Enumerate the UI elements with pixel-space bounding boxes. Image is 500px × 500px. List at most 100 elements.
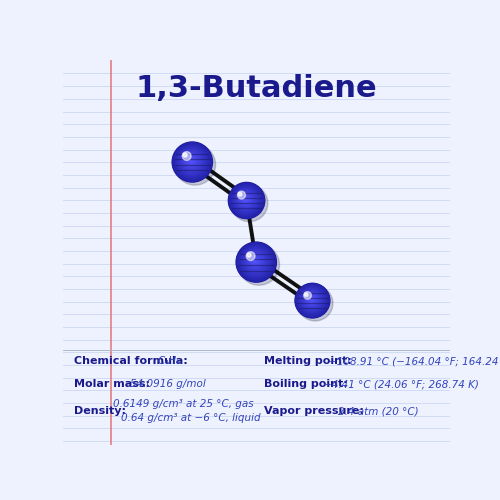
- Circle shape: [246, 252, 266, 272]
- Circle shape: [233, 187, 260, 214]
- Circle shape: [242, 196, 249, 203]
- Text: 54.0916 g/mol: 54.0916 g/mol: [130, 379, 206, 389]
- Circle shape: [298, 286, 326, 314]
- Circle shape: [306, 294, 317, 305]
- Circle shape: [306, 294, 318, 306]
- Circle shape: [184, 154, 199, 169]
- Circle shape: [300, 288, 324, 312]
- Circle shape: [253, 259, 256, 262]
- Circle shape: [174, 144, 216, 185]
- Circle shape: [254, 260, 256, 262]
- Circle shape: [238, 192, 253, 206]
- Text: Boiling point:: Boiling point:: [264, 379, 348, 389]
- Text: 1,3-Butadiene: 1,3-Butadiene: [136, 74, 377, 104]
- Circle shape: [182, 151, 202, 172]
- Circle shape: [243, 249, 268, 274]
- Circle shape: [180, 150, 203, 172]
- Circle shape: [238, 244, 280, 285]
- Circle shape: [230, 184, 262, 216]
- Circle shape: [172, 142, 212, 182]
- Text: C₄H₆: C₄H₆: [158, 356, 180, 366]
- Circle shape: [179, 149, 204, 174]
- Circle shape: [240, 246, 272, 278]
- Circle shape: [238, 191, 246, 199]
- Circle shape: [304, 292, 312, 299]
- Text: Melting point:: Melting point:: [264, 356, 352, 366]
- Circle shape: [310, 298, 312, 300]
- Circle shape: [246, 252, 255, 260]
- Circle shape: [232, 186, 260, 214]
- Circle shape: [238, 192, 242, 196]
- Circle shape: [248, 254, 263, 269]
- Circle shape: [298, 286, 327, 315]
- Circle shape: [296, 284, 328, 316]
- Circle shape: [236, 190, 256, 210]
- Circle shape: [241, 247, 270, 276]
- Circle shape: [252, 258, 257, 263]
- Circle shape: [180, 150, 204, 173]
- Circle shape: [244, 250, 266, 272]
- Circle shape: [308, 296, 314, 303]
- Circle shape: [236, 242, 277, 282]
- Text: Chemical formula:: Chemical formula:: [74, 356, 188, 366]
- Circle shape: [177, 147, 207, 176]
- Circle shape: [190, 159, 192, 162]
- Circle shape: [173, 142, 212, 182]
- Circle shape: [178, 148, 206, 176]
- Circle shape: [183, 152, 200, 170]
- Text: Molar mass:: Molar mass:: [74, 379, 150, 389]
- Circle shape: [296, 284, 330, 318]
- Circle shape: [236, 242, 276, 282]
- Circle shape: [297, 285, 328, 316]
- Circle shape: [175, 144, 210, 179]
- Circle shape: [299, 288, 325, 313]
- Circle shape: [242, 248, 269, 275]
- Text: −108.91 °C (−164.04 °F; 164.24 K): −108.91 °C (−164.04 °F; 164.24 K): [328, 356, 500, 366]
- Circle shape: [308, 296, 316, 304]
- Circle shape: [304, 292, 319, 307]
- Circle shape: [240, 194, 252, 206]
- Circle shape: [250, 256, 260, 266]
- Circle shape: [246, 252, 264, 270]
- Circle shape: [242, 248, 270, 276]
- Circle shape: [182, 152, 191, 160]
- Circle shape: [240, 246, 272, 278]
- Circle shape: [310, 298, 312, 300]
- Circle shape: [234, 188, 258, 212]
- Circle shape: [188, 158, 194, 164]
- Circle shape: [183, 153, 187, 157]
- Circle shape: [231, 185, 262, 216]
- Circle shape: [228, 182, 265, 218]
- Circle shape: [298, 286, 333, 321]
- Circle shape: [252, 258, 258, 264]
- Circle shape: [242, 196, 248, 202]
- Text: 0.64 g/cm³ at −6 °C, liquid: 0.64 g/cm³ at −6 °C, liquid: [120, 414, 260, 424]
- Circle shape: [244, 198, 246, 200]
- Circle shape: [305, 293, 318, 306]
- Circle shape: [190, 160, 192, 162]
- Circle shape: [244, 250, 268, 273]
- Circle shape: [247, 253, 251, 257]
- Circle shape: [306, 295, 316, 304]
- Circle shape: [308, 297, 314, 302]
- Circle shape: [234, 189, 258, 211]
- Circle shape: [249, 255, 262, 268]
- Circle shape: [174, 144, 211, 180]
- Circle shape: [174, 144, 210, 180]
- Circle shape: [246, 252, 265, 270]
- Circle shape: [309, 298, 313, 302]
- Circle shape: [295, 284, 330, 318]
- Circle shape: [230, 185, 268, 222]
- Circle shape: [248, 254, 262, 268]
- Circle shape: [188, 158, 193, 163]
- Circle shape: [236, 190, 256, 210]
- Circle shape: [178, 148, 205, 174]
- Circle shape: [185, 154, 198, 167]
- Circle shape: [230, 184, 264, 218]
- Text: 0.6149 g/cm³ at 25 °C, gas: 0.6149 g/cm³ at 25 °C, gas: [113, 399, 254, 409]
- Text: Vapor pressure:: Vapor pressure:: [264, 406, 364, 416]
- Circle shape: [244, 198, 246, 200]
- Circle shape: [251, 257, 259, 264]
- Text: −4.41 °C (24.06 °F; 268.74 K): −4.41 °C (24.06 °F; 268.74 K): [323, 379, 479, 389]
- Circle shape: [186, 156, 196, 166]
